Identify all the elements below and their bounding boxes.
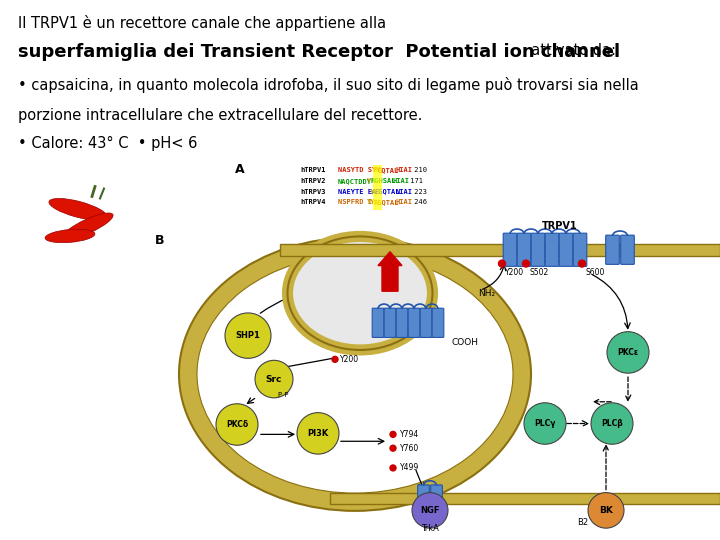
Ellipse shape xyxy=(63,213,113,239)
Circle shape xyxy=(412,492,448,528)
Text: PKCε: PKCε xyxy=(618,348,639,357)
Text: PLCβ: PLCβ xyxy=(601,419,623,428)
Circle shape xyxy=(498,260,505,267)
Text: 210: 210 xyxy=(410,167,427,173)
Circle shape xyxy=(225,313,271,359)
FancyBboxPatch shape xyxy=(531,233,545,266)
Circle shape xyxy=(332,356,338,362)
FancyBboxPatch shape xyxy=(420,308,432,338)
Ellipse shape xyxy=(287,237,433,350)
Text: • capsaicina, in quanto molecola idrofoba, il suo sito di legame può trovarsi si: • capsaicina, in quanto molecola idrofob… xyxy=(18,77,639,93)
Text: Src: Src xyxy=(266,375,282,383)
Text: 223: 223 xyxy=(410,188,427,194)
FancyBboxPatch shape xyxy=(372,308,384,338)
Ellipse shape xyxy=(197,255,513,493)
Text: YY: YY xyxy=(366,199,375,205)
Text: Y794: Y794 xyxy=(400,430,419,439)
Text: NIAI: NIAI xyxy=(395,188,413,194)
Text: COOH: COOH xyxy=(452,338,479,347)
Bar xyxy=(280,244,720,255)
Text: porzione intracellulare che extracellulare del recettore.: porzione intracellulare che extracellula… xyxy=(18,109,423,124)
Text: S600: S600 xyxy=(586,267,606,276)
FancyBboxPatch shape xyxy=(418,485,429,508)
Text: Y760: Y760 xyxy=(400,444,419,453)
Text: K: K xyxy=(374,167,378,173)
Ellipse shape xyxy=(45,229,95,242)
Text: TRPV1: TRPV1 xyxy=(542,221,578,231)
Text: RGHSAL: RGHSAL xyxy=(370,178,396,184)
Text: Y: Y xyxy=(370,188,374,194)
Text: NAQCTDDY: NAQCTDDY xyxy=(338,178,372,184)
Text: Il TRPV1 è un recettore canale che appartiene alla: Il TRPV1 è un recettore canale che appar… xyxy=(18,16,386,31)
Text: EGQTAL: EGQTAL xyxy=(374,188,400,194)
Text: SHP1: SHP1 xyxy=(235,331,261,340)
Text: NASYTD SYY: NASYTD SYY xyxy=(338,167,380,173)
Text: Y499: Y499 xyxy=(400,463,419,472)
Circle shape xyxy=(578,260,585,267)
Circle shape xyxy=(607,332,649,373)
Text: PI3K: PI3K xyxy=(307,429,328,438)
FancyBboxPatch shape xyxy=(545,233,559,266)
Text: HIAI: HIAI xyxy=(395,199,413,205)
Text: attivato da:: attivato da: xyxy=(522,43,616,58)
Text: Y: Y xyxy=(366,178,371,184)
Text: hTRPV4: hTRPV4 xyxy=(300,199,325,205)
Text: B2: B2 xyxy=(577,518,588,526)
Text: BK: BK xyxy=(599,506,613,515)
FancyBboxPatch shape xyxy=(621,235,634,265)
FancyBboxPatch shape xyxy=(396,308,408,338)
Ellipse shape xyxy=(49,199,107,220)
Text: superfamiglia dei Transient Receptor  Potential ion channel: superfamiglia dei Transient Receptor Pot… xyxy=(18,43,620,62)
Text: HIAI: HIAI xyxy=(392,178,409,184)
FancyBboxPatch shape xyxy=(606,235,619,265)
Text: P P: P P xyxy=(278,392,288,398)
Circle shape xyxy=(255,360,293,398)
FancyBboxPatch shape xyxy=(408,308,420,338)
FancyBboxPatch shape xyxy=(517,233,531,266)
Text: S502: S502 xyxy=(529,267,548,276)
Text: PKCδ: PKCδ xyxy=(226,420,248,429)
Ellipse shape xyxy=(179,238,531,511)
Text: hTRPV1: hTRPV1 xyxy=(300,167,325,173)
Circle shape xyxy=(297,413,339,454)
FancyBboxPatch shape xyxy=(384,308,396,338)
Text: GQTAL: GQTAL xyxy=(377,167,399,173)
Text: RGQTAL: RGQTAL xyxy=(374,199,400,205)
Text: Y200: Y200 xyxy=(505,267,524,276)
Text: NGF: NGF xyxy=(420,506,440,515)
Text: hTRPV3: hTRPV3 xyxy=(300,188,325,194)
Text: hTRPV2: hTRPV2 xyxy=(300,178,325,184)
Text: • Calore: 43° C  • pH< 6: • Calore: 43° C • pH< 6 xyxy=(18,137,197,151)
Text: B: B xyxy=(155,234,164,247)
Text: NAEYTE EA: NAEYTE EA xyxy=(338,188,377,194)
FancyBboxPatch shape xyxy=(559,233,573,266)
Text: TrkA: TrkA xyxy=(421,524,439,532)
FancyBboxPatch shape xyxy=(431,485,442,508)
Circle shape xyxy=(588,492,624,528)
Text: PLCγ: PLCγ xyxy=(534,419,556,428)
Circle shape xyxy=(390,445,396,451)
Circle shape xyxy=(390,465,396,471)
FancyBboxPatch shape xyxy=(432,308,444,338)
Text: NH₂: NH₂ xyxy=(478,289,495,298)
Bar xyxy=(330,492,720,504)
Text: 171: 171 xyxy=(406,178,423,184)
Bar xyxy=(373,165,382,210)
Text: A: A xyxy=(235,163,245,176)
Text: Y200: Y200 xyxy=(340,355,359,364)
Circle shape xyxy=(390,431,396,437)
FancyArrow shape xyxy=(378,252,402,291)
Circle shape xyxy=(523,260,529,267)
Text: NSPFRD I: NSPFRD I xyxy=(338,199,372,205)
FancyBboxPatch shape xyxy=(503,233,517,266)
Circle shape xyxy=(591,403,633,444)
Text: 246: 246 xyxy=(410,199,427,205)
Text: HIAI: HIAI xyxy=(395,167,413,173)
Circle shape xyxy=(524,403,566,444)
Circle shape xyxy=(216,404,258,445)
FancyBboxPatch shape xyxy=(573,233,587,266)
